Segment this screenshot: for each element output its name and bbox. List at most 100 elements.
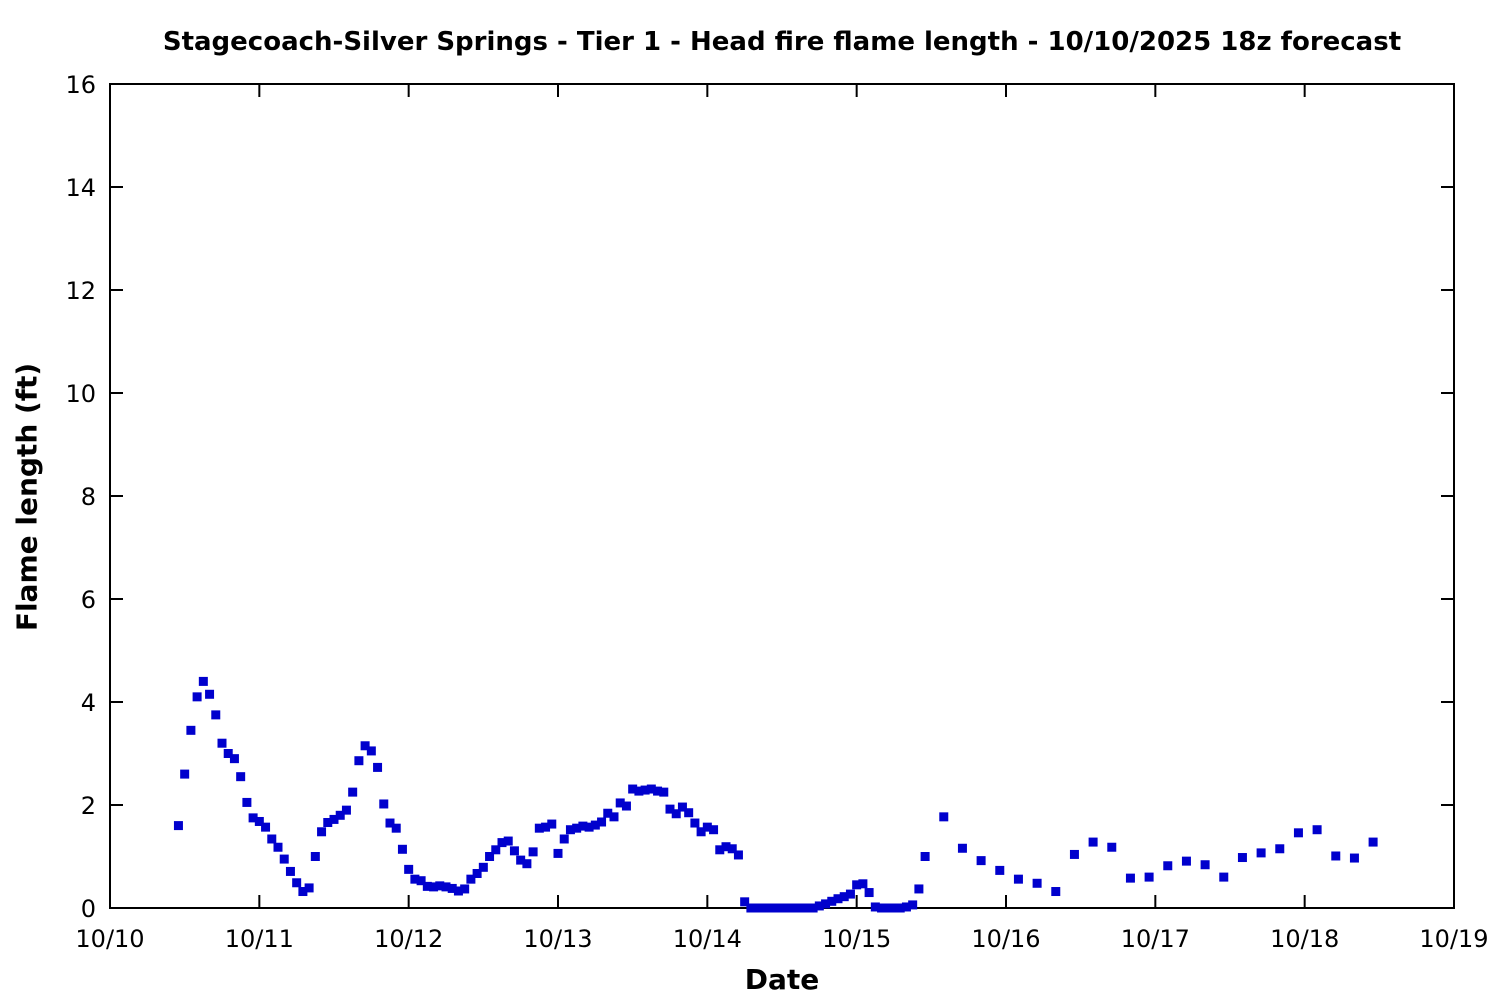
data-point-marker: [534, 823, 544, 833]
data-point-marker: [559, 834, 569, 844]
data-point-marker: [702, 822, 712, 832]
y-tick-label: 6: [81, 586, 96, 614]
data-point-marker: [1312, 825, 1322, 835]
data-point-marker: [416, 876, 426, 886]
data-point-marker: [335, 810, 345, 820]
data-point-marker: [360, 741, 370, 751]
data-point-marker: [1219, 872, 1229, 882]
data-point-marker: [1237, 853, 1247, 863]
data-point-marker: [541, 822, 551, 832]
data-point-marker: [528, 847, 538, 857]
data-point-marker: [180, 769, 190, 779]
data-point-marker: [684, 808, 694, 818]
data-point-marker: [814, 901, 824, 911]
data-point-marker: [777, 903, 787, 913]
data-point-marker: [584, 822, 594, 832]
data-point-marker: [609, 812, 619, 822]
data-point-marker: [229, 754, 239, 764]
data-point-marker: [553, 848, 563, 858]
data-point-marker: [385, 818, 395, 828]
data-point-marker: [877, 903, 887, 913]
data-point-marker: [1163, 861, 1173, 871]
data-point-marker: [366, 746, 376, 756]
x-tick-label: 10/13: [523, 925, 592, 953]
data-point-marker: [752, 903, 762, 913]
y-tick-label: 0: [81, 895, 96, 923]
data-point-marker: [727, 844, 737, 854]
data-point-marker: [976, 856, 986, 866]
data-point-marker: [429, 882, 439, 892]
y-tick-label: 10: [65, 380, 96, 408]
data-point-marker: [758, 903, 768, 913]
data-point-marker: [248, 813, 258, 823]
data-point-marker: [410, 874, 420, 884]
y-tick-label: 16: [65, 71, 96, 99]
data-point-marker: [242, 797, 252, 807]
data-point-marker: [391, 823, 401, 833]
data-point-marker: [789, 903, 799, 913]
data-point-marker: [522, 859, 532, 869]
data-point-marker: [715, 845, 725, 855]
x-tick-label: 10/10: [75, 925, 144, 953]
data-point-marker: [821, 899, 831, 909]
data-point-marker: [516, 855, 526, 865]
data-point-marker: [298, 887, 308, 897]
data-point-marker: [279, 854, 289, 864]
data-point-marker: [665, 804, 675, 814]
data-point-marker: [827, 896, 837, 906]
chart-title: Stagecoach-Silver Springs - Tier 1 - Hea…: [162, 27, 1402, 57]
data-point-marker: [1107, 842, 1117, 852]
data-point-marker: [771, 903, 781, 913]
data-point-marker: [796, 903, 806, 913]
x-tick-label: 10/14: [673, 925, 742, 953]
data-point-marker: [192, 692, 202, 702]
data-point-marker: [901, 902, 911, 912]
data-point-marker: [173, 821, 183, 831]
data-point-marker: [783, 903, 793, 913]
data-point-marker: [186, 725, 196, 735]
data-point-marker: [447, 883, 457, 893]
data-point-marker: [615, 798, 625, 808]
x-axis-label: Date: [744, 963, 820, 996]
data-point-marker: [1051, 887, 1061, 897]
data-point-marker: [565, 825, 575, 835]
data-point-marker: [323, 818, 333, 828]
data-point-marker: [808, 903, 818, 913]
data-point-marker: [621, 801, 631, 811]
y-tick-label: 2: [81, 792, 96, 820]
x-tick-label: 10/17: [1121, 925, 1190, 953]
data-point-marker: [1256, 848, 1266, 858]
data-point-marker: [839, 892, 849, 902]
data-point-marker: [1200, 860, 1210, 870]
data-point-marker: [1125, 873, 1135, 883]
data-point-marker: [914, 884, 924, 894]
y-tick-label: 8: [81, 483, 96, 511]
data-point-marker: [677, 802, 687, 812]
x-tick-label: 10/15: [822, 925, 891, 953]
data-point-marker: [466, 874, 476, 884]
data-point-marker: [422, 881, 432, 891]
data-point-marker: [509, 846, 519, 856]
data-point-marker: [1088, 837, 1098, 847]
data-point-marker: [1331, 851, 1341, 861]
data-point-marker: [404, 864, 414, 874]
data-point-marker: [472, 868, 482, 878]
data-point-marker: [211, 710, 221, 720]
data-point-marker: [348, 787, 358, 797]
data-point-marker: [503, 836, 513, 846]
data-point-marker: [1069, 849, 1079, 859]
data-point-marker: [217, 738, 227, 748]
data-point-marker: [205, 689, 215, 699]
data-point-marker: [460, 884, 470, 894]
data-point-marker: [572, 823, 582, 833]
data-point-marker: [497, 838, 507, 848]
data-point-marker: [671, 809, 681, 819]
data-point-marker: [740, 897, 750, 907]
data-point-marker: [317, 827, 327, 837]
data-point-marker: [397, 844, 407, 854]
data-point-marker: [254, 816, 264, 826]
data-point-marker: [995, 865, 1005, 875]
y-tick-label: 14: [65, 174, 96, 202]
data-point-marker: [653, 786, 663, 796]
data-point-marker: [329, 814, 339, 824]
